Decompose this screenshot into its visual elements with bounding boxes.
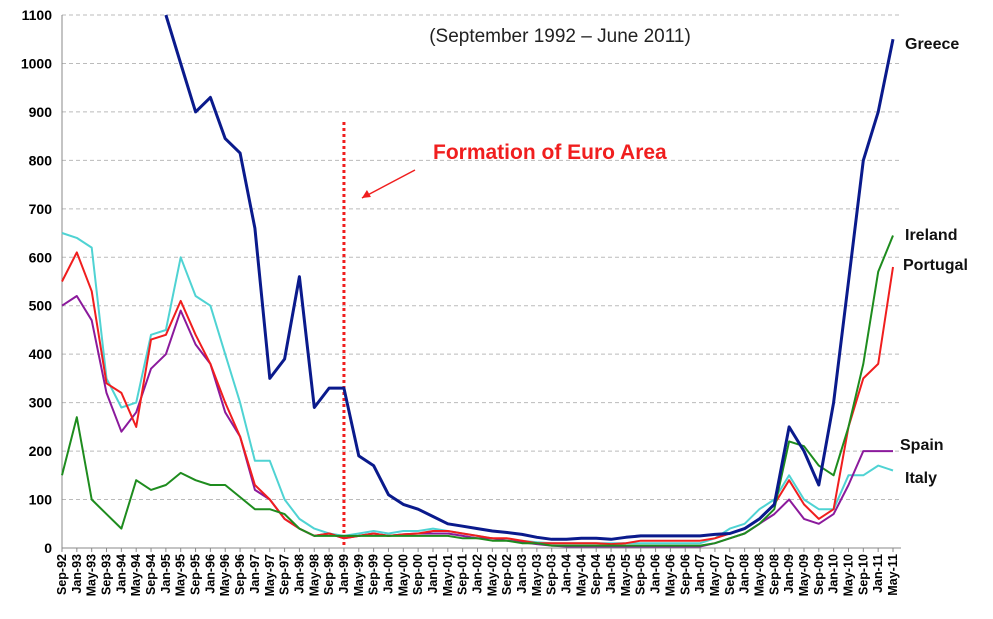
x-tick-label: Jan-03 — [515, 554, 529, 594]
x-tick-label: May-04 — [574, 554, 588, 596]
x-tick-label: May-05 — [619, 554, 633, 596]
x-tick-label: May-06 — [663, 554, 677, 596]
y-tick-label: 900 — [29, 104, 53, 120]
x-tick-label: Sep-09 — [812, 554, 826, 595]
x-tick-label: May-01 — [441, 554, 455, 596]
x-tick-label: Sep-02 — [500, 554, 514, 595]
x-tick-label: Sep-99 — [367, 554, 381, 595]
series-line — [164, 14, 895, 541]
x-tick-label: May-10 — [841, 554, 855, 596]
x-tick-label: Jan-94 — [114, 554, 128, 594]
series-line — [61, 235, 894, 547]
x-tick-label: May-96 — [218, 554, 232, 596]
x-tick-label: Jan-02 — [471, 554, 485, 594]
y-tick-label: 0 — [44, 540, 52, 556]
y-tick-label: 700 — [29, 201, 53, 217]
y-tick-label: 600 — [29, 249, 53, 265]
x-tick-label: May-00 — [396, 554, 410, 596]
x-tick-label: Jan-98 — [292, 554, 306, 594]
x-tick-label: Jan-97 — [248, 554, 262, 594]
x-tick-label: Sep-92 — [55, 554, 69, 595]
series-label: Greece — [905, 36, 959, 53]
x-tick-label: Sep-06 — [678, 554, 692, 595]
x-tick-label: May-98 — [307, 554, 321, 596]
x-tick-label: Jan-11 — [871, 554, 885, 593]
x-tick-label: Jan-07 — [693, 554, 707, 594]
x-tick-label: Sep-10 — [856, 554, 870, 595]
x-tick-label: Sep-96 — [233, 554, 247, 595]
x-tick-label: Sep-05 — [634, 554, 648, 595]
y-tick-label: 300 — [29, 395, 53, 411]
x-tick-label: May-09 — [797, 554, 811, 596]
x-tick-label: Jan-04 — [560, 554, 574, 594]
x-tick-label: Sep-93 — [100, 554, 114, 595]
x-tick-label: Jan-01 — [426, 554, 440, 594]
y-tick-label: 100 — [29, 492, 53, 508]
y-tick-label: 1000 — [21, 55, 52, 71]
x-tick-label: Sep-00 — [411, 554, 425, 595]
x-tick-label: Jan-93 — [70, 554, 84, 594]
x-tick-label: Sep-01 — [456, 554, 470, 595]
series-line — [61, 232, 894, 545]
x-tick-label: Sep-03 — [545, 554, 559, 595]
series-label: Ireland — [905, 227, 957, 244]
x-tick-label: Jan-06 — [649, 554, 663, 594]
x-tick-label: Jan-08 — [738, 554, 752, 594]
y-tick-label: 1100 — [22, 7, 53, 23]
x-tick-label: Sep-97 — [278, 554, 292, 595]
y-tick-label: 500 — [29, 298, 53, 314]
arrow-head — [361, 190, 371, 198]
x-tick-label: Jan-96 — [203, 554, 217, 594]
x-tick-label: May-07 — [708, 554, 722, 596]
x-tick-label: May-08 — [752, 554, 766, 596]
x-tick-label: Sep-08 — [767, 554, 781, 595]
x-tick-label: May-94 — [129, 554, 143, 596]
x-tick-label: May-95 — [174, 554, 188, 596]
x-tick-label: Jan-95 — [159, 554, 173, 594]
x-tick-label: Sep-98 — [322, 554, 336, 595]
x-tick-label: May-03 — [530, 554, 544, 596]
series-label: Spain — [900, 437, 944, 454]
series-line — [61, 251, 894, 546]
series-label: Italy — [905, 470, 937, 487]
x-tick-label: May-93 — [85, 554, 99, 596]
x-tick-label: Sep-95 — [189, 554, 203, 595]
y-tick-label: 400 — [29, 346, 53, 362]
x-tick-label: May-11 — [886, 554, 900, 596]
x-tick-label: Jan-05 — [604, 554, 618, 594]
x-tick-label: Jan-09 — [782, 554, 796, 594]
subtitle: (September 1992 – June 2011) — [429, 26, 691, 47]
x-tick-label: Sep-07 — [723, 554, 737, 595]
x-tick-label: Jan-00 — [381, 554, 395, 594]
series-label: Portugal — [903, 257, 968, 274]
x-tick-label: May-99 — [352, 554, 366, 596]
x-tick-label: Jan-10 — [827, 554, 841, 594]
x-tick-label: May-97 — [263, 554, 277, 596]
x-tick-label: Sep-04 — [589, 554, 603, 595]
annotation: Formation of Euro Area — [433, 141, 667, 164]
annotation-arrow — [361, 169, 416, 199]
x-tick-label: May-02 — [485, 554, 499, 596]
y-tick-label: 200 — [29, 443, 53, 459]
x-tick-label: Jan-99 — [337, 554, 351, 594]
y-tick-label: 800 — [29, 152, 53, 168]
x-tick-label: Sep-94 — [144, 554, 158, 595]
